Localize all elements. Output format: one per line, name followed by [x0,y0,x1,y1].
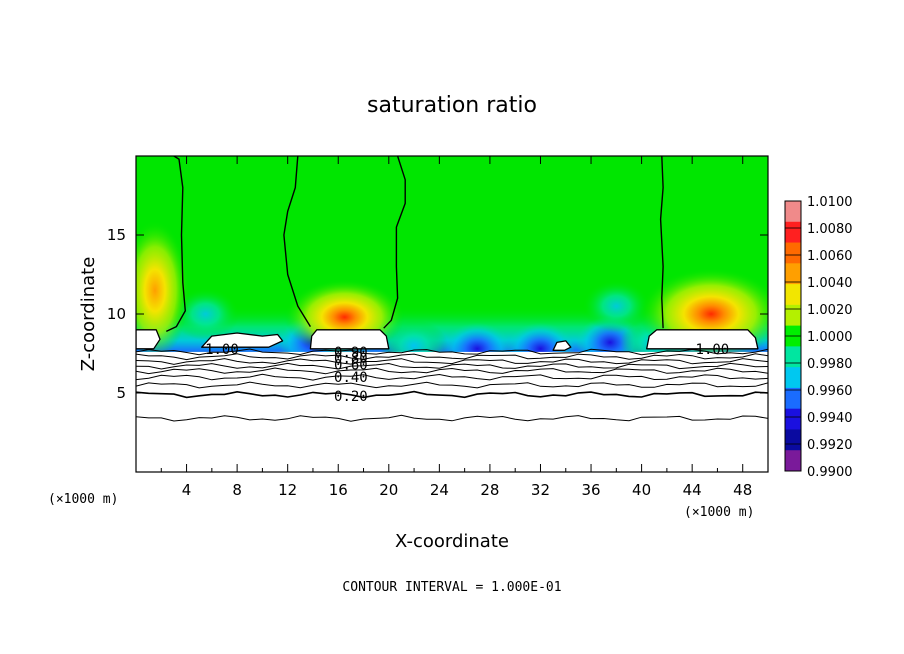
colorbar-swatch [785,408,801,430]
colorbar-label: 1.0080 [807,222,853,237]
x-tick-label: 32 [531,481,550,499]
x-tick-label: 12 [278,481,297,499]
y-tick-label: 5 [116,384,126,402]
x-tick-label: 16 [329,481,348,499]
x-unit-label-left: (×1000 m) [48,492,118,507]
colorbar-label: 0.9980 [807,357,853,372]
cloud-right [646,329,759,350]
coldspot-6 [582,280,651,333]
cloud-left-edge [136,329,161,350]
x-tick-label: 8 [232,481,242,499]
contour-line [136,358,768,365]
colorbar-swatch [785,367,801,389]
cloud-small [552,340,572,351]
colorbar-swatch [785,304,801,327]
x-axis-label: X-coordinate [395,531,509,552]
x-axis: 4 8 12 16 20 24 28 32 36 40 44 48 [160,156,752,499]
colorbar-swatch [785,387,801,410]
colorbar-label: 1.0020 [807,303,853,318]
contour-label: 0.80 [334,351,368,367]
chart-title: saturation ratio [367,93,537,118]
x-tick-label: 36 [581,481,600,499]
colorbar-swatch [785,346,801,368]
colorbar-swatch [785,284,801,306]
contour-label: 0.20 [334,389,368,405]
y-tick-label: 10 [107,305,126,323]
plot-area: 1.00 0.900.800.600.40 0.20 1.00 [136,156,768,472]
x-tick-label: 44 [683,481,702,499]
x-tick-label: 4 [182,481,192,499]
colorbar-swatch [785,201,801,223]
contour-interval-note: CONTOUR INTERVAL = 1.000E-01 [342,580,561,595]
contour-line [136,362,768,370]
colorbar-swatch [785,221,801,244]
cloud-wisp [201,332,284,348]
contour-label: 1.00 [696,342,730,358]
colorbar-swatch [785,429,801,451]
cloud-center [309,329,390,350]
y-axis-label: Z-coordinate [78,257,99,372]
colorbar-label: 0.9900 [807,465,853,480]
x-tick-label: 40 [632,481,651,499]
lower-region [136,351,768,472]
contour-line [136,367,768,375]
x-tick-label: 28 [480,481,499,499]
colorbar-label: 1.0060 [807,249,853,264]
colorbar-label: 0.9920 [807,438,853,453]
contour-label: 0.40 [334,370,368,386]
x-tick-label: 20 [379,481,398,499]
x-tick-label: 48 [733,481,752,499]
contour-label: 0.90 [334,345,368,361]
colorbar-label: 0.9960 [807,384,853,399]
colorbar-label: 1.0040 [807,276,853,291]
contour-line [136,414,768,422]
colorbar-swatch [785,263,801,285]
colorbar-label: 1.0000 [807,330,853,345]
contour-1-00-c [383,156,406,329]
contour-line [136,353,768,361]
y-tick-label: 15 [107,226,126,244]
contour-line [136,390,768,399]
colorbar-swatch [785,242,801,264]
contour-line [136,348,768,356]
y-axis: 5 10 15 [107,226,768,402]
x-tick-label: 24 [430,481,449,499]
x-unit-label-right: (×1000 m) [684,505,754,520]
colorbar-swatch [785,450,801,472]
contour-1-00-a [165,156,187,333]
colorbar-label: 1.0100 [807,195,853,210]
contour-1-00-b [283,156,311,327]
contour-label: 0.60 [334,358,368,374]
contour-line [136,381,768,389]
colorbar: 1.0100 1.0080 1.0060 1.0040 1.0020 1.0000 0.99… [784,195,853,480]
hotspot-left [136,220,189,361]
contour-1-00-d [659,156,664,329]
contour-line [136,373,768,381]
colorbar-label: 0.9940 [807,411,853,426]
contour-label: 1.00 [205,342,239,358]
